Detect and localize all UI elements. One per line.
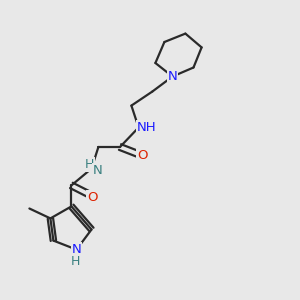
Text: N: N bbox=[168, 70, 177, 83]
Text: O: O bbox=[87, 190, 97, 204]
Text: O: O bbox=[137, 149, 148, 162]
Text: N: N bbox=[93, 164, 103, 178]
Text: H: H bbox=[84, 158, 94, 171]
Text: H: H bbox=[70, 255, 80, 268]
Text: NH: NH bbox=[137, 121, 157, 134]
Text: N: N bbox=[72, 243, 81, 256]
